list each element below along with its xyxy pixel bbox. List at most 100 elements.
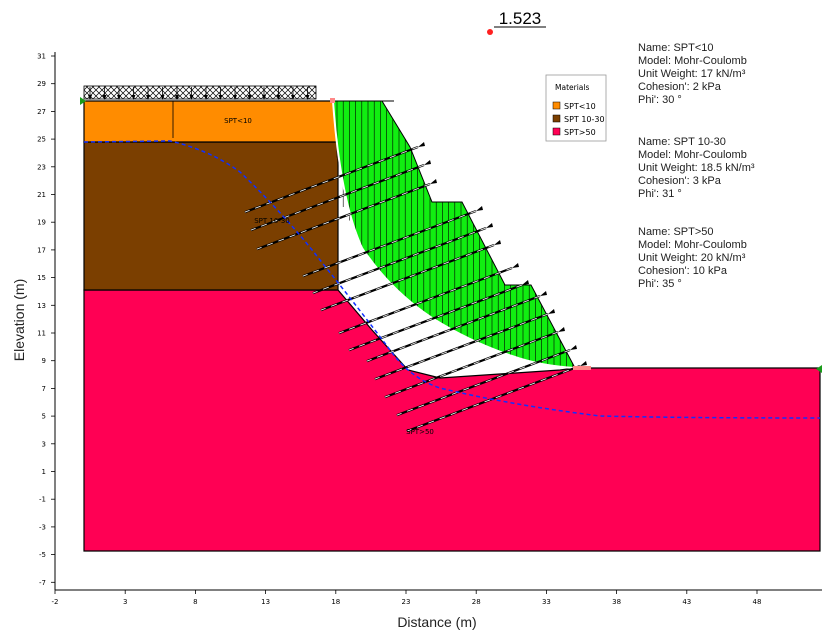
soil-nail bbox=[320, 243, 495, 312]
x-tick-label: 18 bbox=[331, 598, 340, 606]
load-arrowhead bbox=[102, 95, 107, 100]
y-tick-label: 13 bbox=[37, 302, 46, 310]
load-arrowhead bbox=[131, 95, 136, 100]
x-axis-label: Distance (m) bbox=[397, 614, 476, 630]
soil-nail bbox=[312, 226, 487, 295]
nail-head-arrow bbox=[522, 280, 529, 285]
layer-spt-10-30 bbox=[83, 141, 339, 291]
y-tick-label: -1 bbox=[39, 496, 46, 504]
y-tick-label: 31 bbox=[37, 53, 46, 61]
y-tick-label: 15 bbox=[37, 274, 46, 282]
load-arrowhead bbox=[247, 95, 252, 100]
nail-head-arrow bbox=[476, 206, 483, 211]
soil-nails bbox=[244, 142, 587, 433]
load-arrowhead bbox=[276, 95, 281, 100]
mat3-unit-weight: Unit Weight: 20 kN/m³ bbox=[638, 252, 746, 264]
nail-head-arrow bbox=[430, 179, 437, 184]
load-arrowhead bbox=[189, 95, 194, 100]
mat1-unit-weight: Unit Weight: 17 kN/m³ bbox=[638, 68, 746, 80]
soil-nail bbox=[396, 348, 571, 417]
nail-head-arrow bbox=[418, 142, 425, 147]
surcharge-arrows bbox=[88, 87, 310, 100]
soil-nail bbox=[244, 145, 419, 214]
y-tick-label: 5 bbox=[42, 413, 46, 421]
load-arrowhead bbox=[88, 95, 92, 100]
load-arrowhead bbox=[233, 95, 237, 100]
soil-nail bbox=[250, 163, 425, 232]
mat1-name: Name: SPT<10 bbox=[638, 42, 714, 54]
slip-entry-marker bbox=[330, 98, 335, 103]
y-tick-label: -3 bbox=[39, 523, 46, 531]
nail-head-arrow bbox=[548, 309, 555, 314]
soil-nail bbox=[366, 294, 541, 363]
mat3-name: Name: SPT>50 bbox=[638, 226, 714, 238]
x-tick-label: 28 bbox=[472, 598, 481, 606]
slip-surface bbox=[332, 100, 576, 369]
legend-item-2: SPT 10-30 bbox=[564, 115, 605, 124]
load-arrowhead bbox=[218, 95, 223, 100]
x-tick-label: 38 bbox=[612, 598, 621, 606]
nail-head-arrow bbox=[486, 223, 493, 228]
load-arrowhead bbox=[262, 95, 266, 100]
surcharge-hatch bbox=[83, 85, 317, 100]
y-tick-label: 7 bbox=[42, 385, 46, 393]
material-info: Name: SPT<10 Model: Mohr-Coulomb Unit We… bbox=[638, 42, 755, 290]
markers bbox=[80, 29, 822, 373]
mat3-model: Model: Mohr-Coulomb bbox=[638, 239, 747, 251]
legend-item-1: SPT<10 bbox=[564, 102, 596, 111]
soil-layers bbox=[83, 100, 821, 552]
region-label-upper: SPT<10 bbox=[224, 117, 252, 125]
load-arrowhead bbox=[305, 95, 310, 100]
x-tick-label: 8 bbox=[193, 598, 197, 606]
axes: -23813182328333843485 312927252321191715… bbox=[11, 52, 825, 630]
y-tick-label: 3 bbox=[42, 440, 46, 448]
soil-nail bbox=[338, 266, 513, 335]
mat3-phi: Phi': 35 ° bbox=[638, 278, 682, 290]
load-arrowhead bbox=[117, 95, 121, 100]
y-tick-label: 11 bbox=[37, 330, 46, 338]
x-ticks: -23813182328333843485 bbox=[52, 590, 825, 606]
x-tick-label: 43 bbox=[682, 598, 691, 606]
y-tick-label: 27 bbox=[37, 108, 46, 116]
y-tick-label: -5 bbox=[39, 551, 46, 559]
y-tick-label: 19 bbox=[37, 219, 46, 227]
layer-spt-lt10 bbox=[83, 100, 339, 143]
soil-nail bbox=[406, 364, 581, 433]
x-tick-label: 23 bbox=[402, 598, 411, 606]
soil-nail bbox=[256, 182, 431, 251]
legend-swatch-3 bbox=[552, 127, 561, 136]
legend-item-3: SPT>50 bbox=[564, 128, 596, 137]
layer-spt-gt50 bbox=[83, 289, 821, 552]
region-label-lower: SPT>50 bbox=[406, 428, 434, 436]
y-tick-label: 21 bbox=[37, 191, 46, 199]
mat2-unit-weight: Unit Weight: 18.5 kN/m³ bbox=[638, 162, 755, 174]
water-table bbox=[83, 140, 821, 419]
nail-head-arrow bbox=[580, 361, 587, 366]
y-tick-label: 9 bbox=[42, 357, 46, 365]
nail-head-arrow bbox=[558, 327, 565, 332]
x-tick-label: 13 bbox=[261, 598, 270, 606]
slip-center-marker bbox=[487, 29, 493, 35]
nail-head-arrow bbox=[512, 263, 519, 268]
mat2-cohesion: Cohesion': 3 kPa bbox=[638, 175, 722, 187]
x-tick-label: -2 bbox=[52, 598, 59, 606]
mat1-phi: Phi': 30 ° bbox=[638, 94, 682, 106]
legend-swatch-2 bbox=[552, 114, 561, 123]
y-tick-label: 29 bbox=[37, 80, 46, 88]
mat1-cohesion: Cohesion': 2 kPa bbox=[638, 81, 722, 93]
legend-title: Materials bbox=[555, 83, 589, 92]
load-arrowhead bbox=[146, 95, 150, 100]
surcharge-load bbox=[83, 85, 317, 100]
legend-swatch-1 bbox=[552, 101, 561, 110]
region-label-middle: SPT 10-30 bbox=[254, 217, 290, 225]
load-arrowhead bbox=[160, 95, 165, 100]
soil-nail bbox=[384, 330, 559, 399]
load-arrowhead bbox=[175, 95, 179, 100]
left-marker bbox=[80, 97, 86, 105]
x-tick-label: 3 bbox=[123, 598, 127, 606]
soil-nail bbox=[374, 312, 549, 381]
nail-head-arrow bbox=[540, 291, 547, 296]
nail-head-arrow bbox=[424, 160, 431, 165]
mat2-model: Model: Mohr-Coulomb bbox=[638, 149, 747, 161]
